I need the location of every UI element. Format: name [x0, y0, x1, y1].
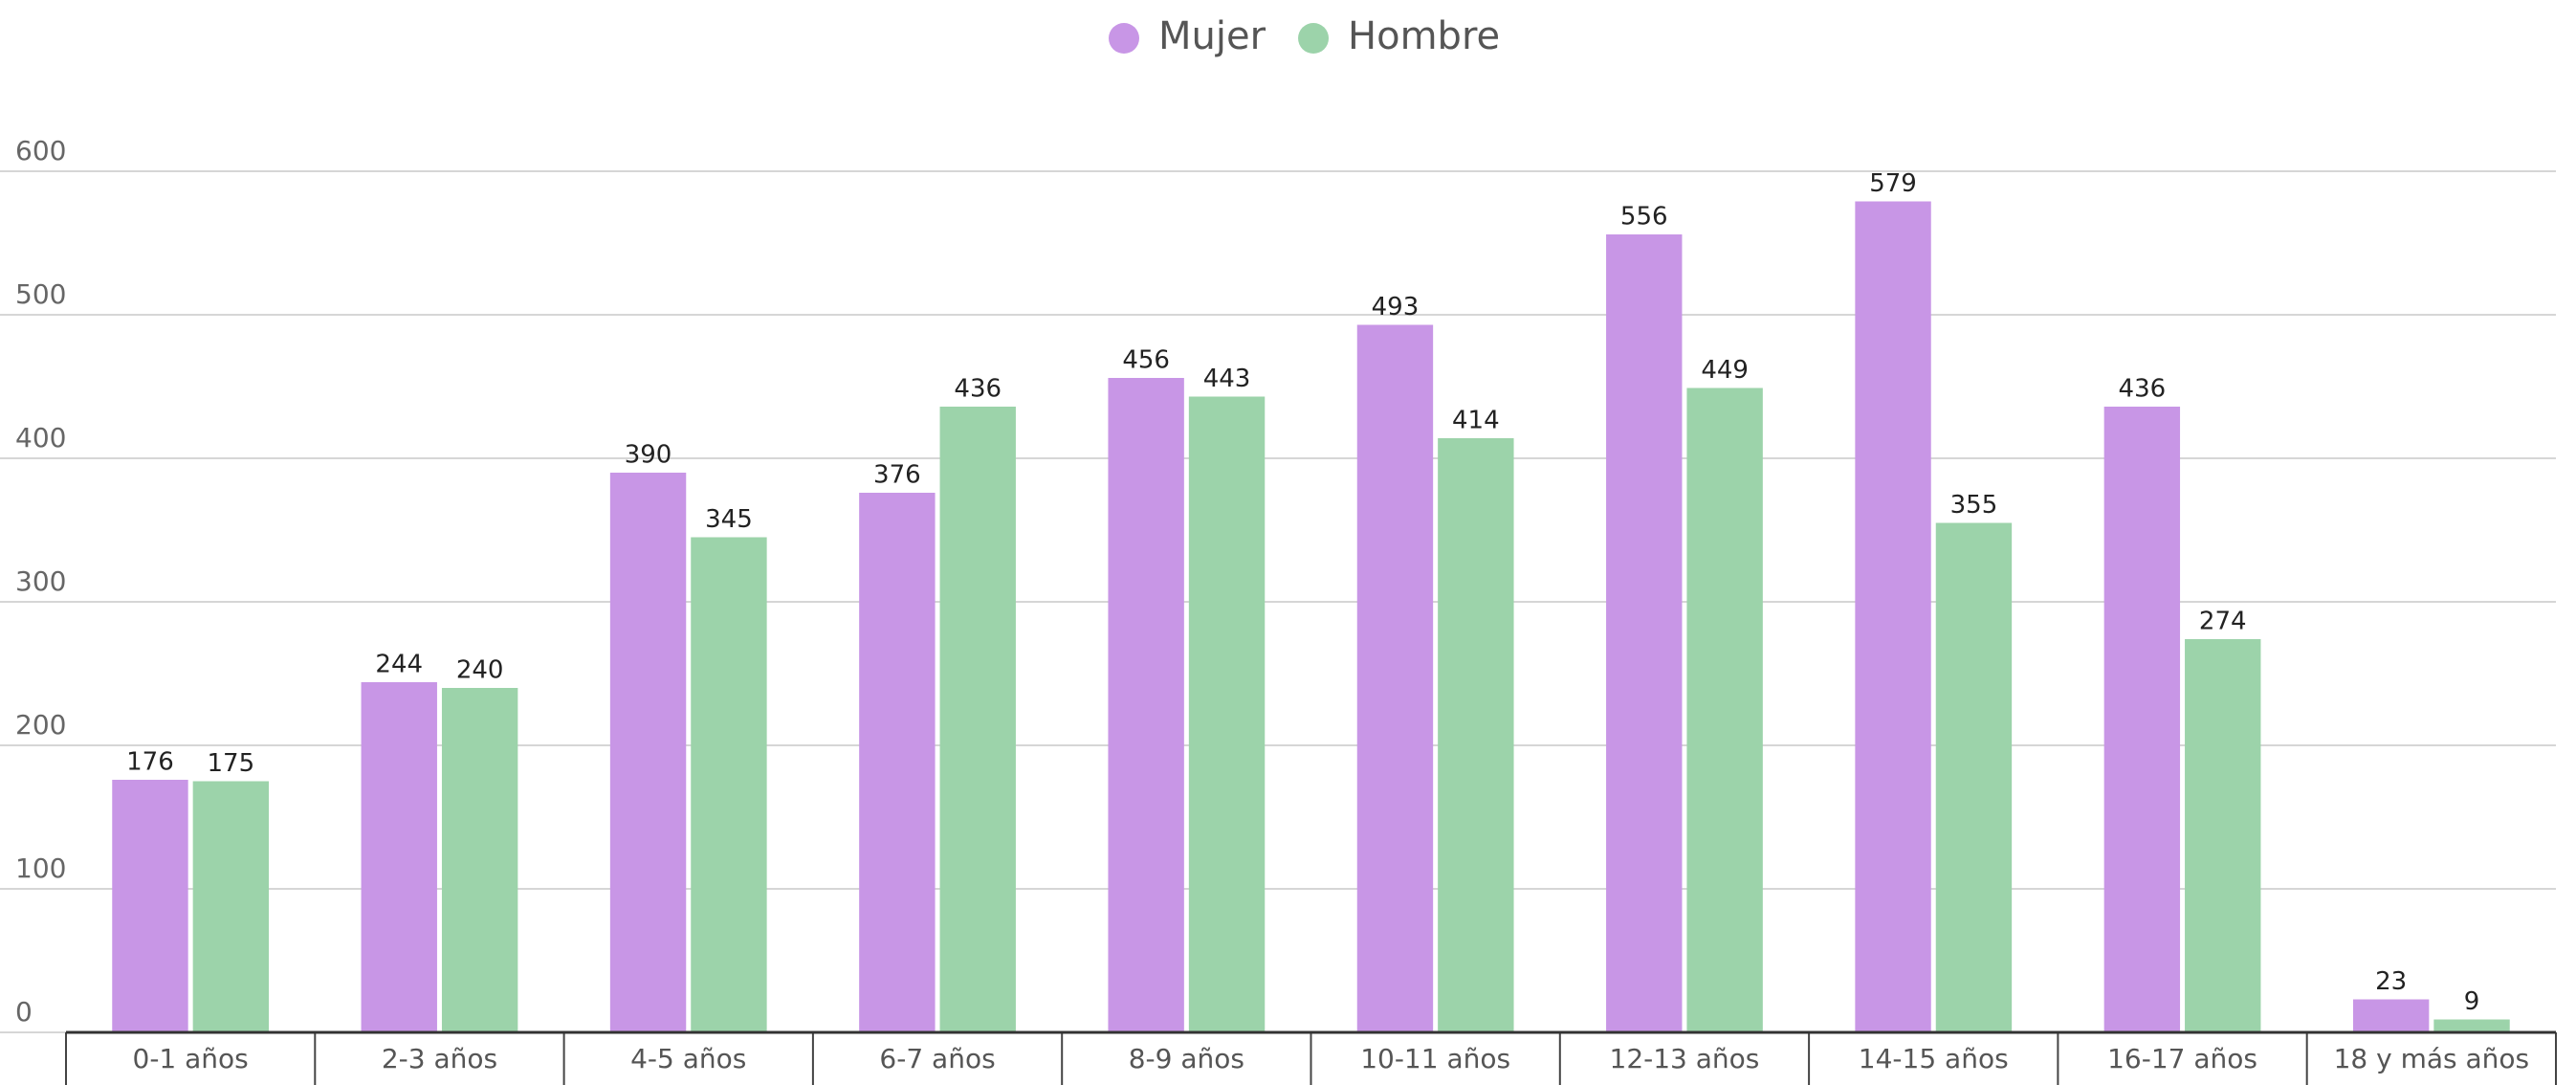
bar: [2433, 1019, 2510, 1032]
bar: [2352, 999, 2430, 1032]
x-tick-label: 0-1 años: [133, 1043, 249, 1074]
x-tick-label: 10-11 años: [1360, 1043, 1510, 1074]
y-tick-label: 300: [15, 565, 66, 597]
bar: [691, 537, 767, 1032]
legend-swatch: [1298, 23, 1330, 54]
value-label: 456: [1122, 346, 1170, 375]
value-label: 274: [2199, 608, 2247, 636]
value-label: 556: [1620, 203, 1668, 232]
bar: [1935, 522, 2013, 1032]
value-label: 176: [126, 748, 174, 777]
bar: [609, 473, 687, 1032]
legend-label: Mujer: [1158, 14, 1266, 58]
x-tick-label: 6-7 años: [879, 1043, 995, 1074]
x-tick-label: 16-17 años: [2107, 1043, 2257, 1074]
value-label: 175: [208, 749, 255, 778]
value-label: 23: [2375, 967, 2407, 996]
bar: [1108, 378, 1184, 1032]
bar: [1686, 388, 1763, 1032]
y-tick-label: 600: [15, 135, 66, 166]
bar: [1438, 438, 1514, 1032]
bar: [1606, 234, 1683, 1032]
legend-label: Hombre: [1348, 14, 1500, 58]
value-label: 390: [625, 441, 672, 470]
bar: [2185, 639, 2261, 1032]
bar: [939, 407, 1016, 1032]
x-tick-label: 2-3 años: [382, 1043, 497, 1074]
value-label: 436: [2119, 375, 2167, 404]
value-label: 240: [456, 656, 504, 685]
value-label: 376: [873, 461, 921, 490]
bar: [112, 780, 188, 1032]
bar: [192, 781, 270, 1032]
x-tick-label: 4-5 años: [630, 1043, 746, 1074]
value-label: 449: [1701, 356, 1749, 385]
x-tick-label: 14-15 años: [1859, 1043, 2009, 1074]
bar: [1356, 324, 1434, 1032]
bar: [1188, 396, 1266, 1032]
x-tick-label: 8-9 años: [1129, 1043, 1244, 1074]
y-tick-label: 500: [15, 278, 66, 310]
y-tick-label: 0: [15, 996, 33, 1028]
bar: [1855, 201, 1931, 1032]
x-tick-label: 18 y más años: [2334, 1043, 2530, 1074]
legend-swatch: [1109, 23, 1139, 54]
value-label: 9: [2464, 987, 2480, 1016]
bar: [859, 493, 936, 1032]
value-label: 355: [1950, 491, 1998, 520]
x-tick-label: 12-13 años: [1610, 1043, 1760, 1074]
bar: [361, 682, 437, 1032]
y-tick-label: 100: [15, 852, 66, 884]
value-label: 579: [1869, 169, 1917, 198]
value-label: 345: [705, 505, 753, 534]
value-label: 436: [954, 375, 1002, 404]
y-tick-label: 200: [15, 709, 66, 741]
bar: [2103, 407, 2181, 1032]
value-label: 493: [1372, 293, 1420, 321]
value-label: 244: [375, 651, 423, 679]
bar: [441, 688, 518, 1032]
value-label: 414: [1452, 407, 1500, 435]
value-label: 443: [1203, 365, 1251, 393]
y-tick-label: 400: [15, 422, 66, 454]
